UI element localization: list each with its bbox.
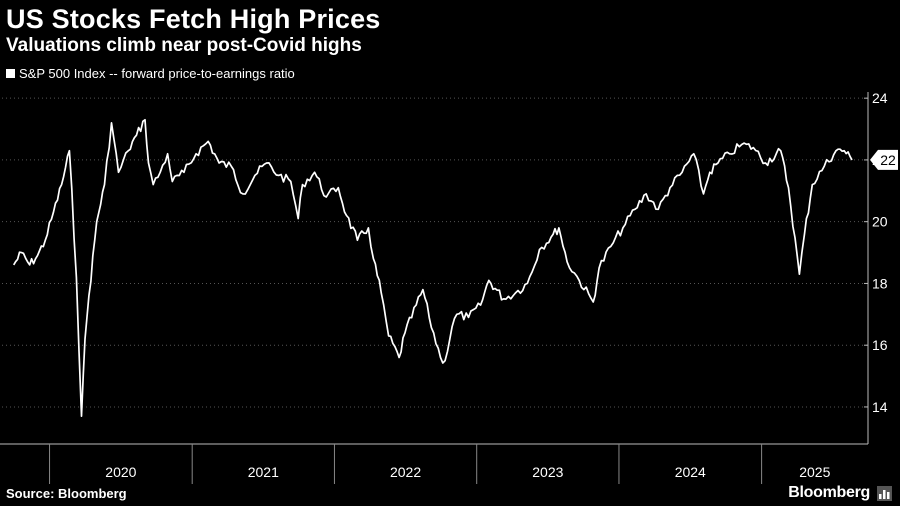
bar-chart-icon (877, 486, 892, 501)
y-tick-label: 24 (872, 90, 888, 106)
legend: S&P 500 Index -- forward price-to-earnin… (6, 66, 295, 81)
y-tick-label: 14 (872, 399, 888, 415)
y-tick-label: 16 (872, 337, 888, 353)
legend-swatch (6, 69, 15, 78)
chart-title: US Stocks Fetch High Prices (6, 4, 381, 34)
last-value-label: 22 (880, 152, 896, 168)
y-tick-label: 18 (872, 275, 888, 291)
axes (0, 92, 869, 484)
x-year-label: 2023 (532, 464, 563, 480)
x-year-label: 2025 (799, 464, 830, 480)
legend-label: S&P 500 Index -- forward price-to-earnin… (19, 66, 295, 81)
x-year-label: 2022 (390, 464, 421, 480)
last-value-marker: 22 (870, 149, 898, 170)
series-group (12, 118, 853, 418)
grid-lines (2, 97, 868, 408)
y-tick-labels: 141618202224 (872, 90, 888, 415)
brand-logo-text: Bloomberg (788, 484, 870, 501)
x-year-label: 2020 (105, 464, 136, 480)
y-tick-label: 20 (872, 214, 888, 230)
x-year-label: 2024 (675, 464, 706, 480)
x-year-labels: 2020 2021 2022 2023 2024 2025 (105, 464, 830, 480)
series-line (12, 118, 853, 418)
last-value-tag (870, 149, 898, 170)
x-year-label: 2021 (248, 464, 279, 480)
chart-subtitle: Valuations climb near post-Covid highs (6, 35, 362, 56)
source-note: Source: Bloomberg (6, 486, 127, 501)
